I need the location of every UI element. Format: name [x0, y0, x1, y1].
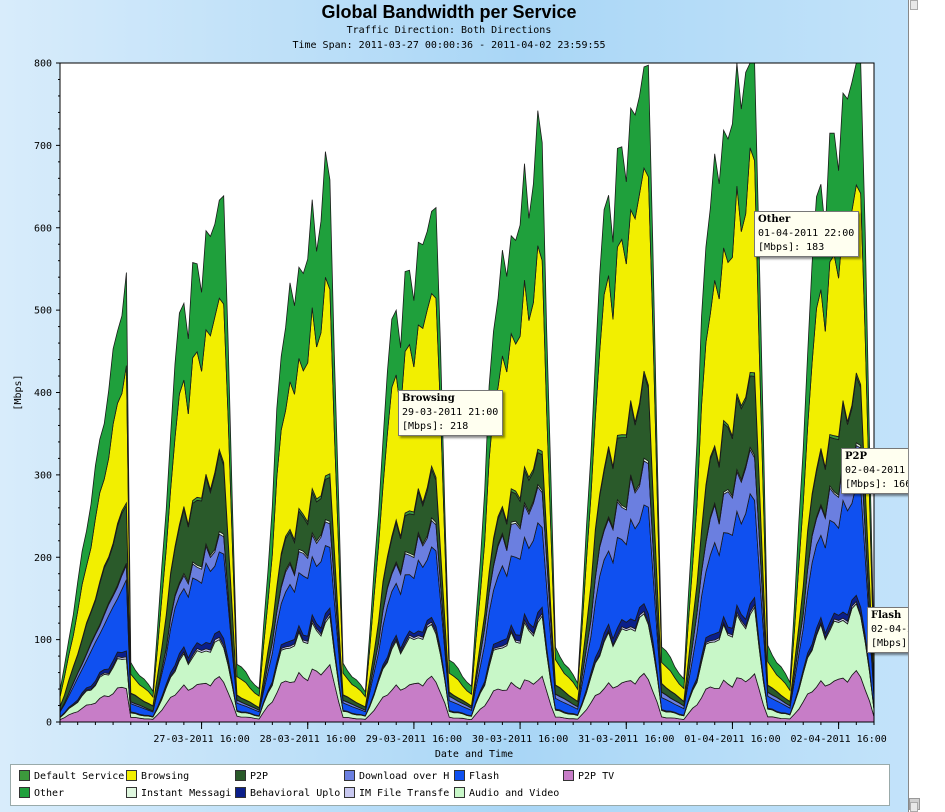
- legend-label: P2P: [250, 771, 269, 782]
- tooltip-series: Flash: [871, 610, 902, 621]
- y-tick-label: 700: [34, 141, 52, 152]
- legend-item[interactable]: Browsing: [126, 769, 190, 784]
- legend-label: Other: [34, 788, 65, 799]
- legend-swatch: [126, 769, 137, 781]
- legend-label: Download over H: [359, 771, 450, 782]
- side-panel: [908, 0, 945, 812]
- legend-item[interactable]: Download over H: [344, 769, 450, 784]
- legend-item[interactable]: P2P TV: [563, 769, 615, 784]
- legend-label: Behavioral Uplo: [250, 788, 341, 799]
- tooltip-other: Other 01-04-2011 22:00 [Mbps]: 183: [754, 211, 860, 257]
- y-tick-label: 300: [34, 470, 52, 481]
- tooltip-series: Other: [758, 214, 791, 225]
- tooltip-value: [Mbps]: 166: [845, 479, 912, 490]
- legend-swatch: [19, 769, 30, 781]
- chart-subtitle-direction: Traffic Direction: Both Directions: [346, 25, 552, 36]
- chart-subtitle-timespan: Time Span: 2011-03-27 00:00:36 - 2011-04…: [292, 40, 606, 51]
- legend-label: Instant Messagi: [141, 788, 232, 799]
- x-tick-label: 02-04-2011 16:00: [790, 734, 886, 745]
- x-tick-label: 29-03-2011 16:00: [366, 734, 462, 745]
- legend-label: P2P TV: [578, 771, 615, 782]
- chart-title: Global Bandwidth per Service: [321, 2, 577, 22]
- legend-item[interactable]: Instant Messagi: [126, 786, 232, 801]
- tooltip-value: [Mbps]: 170: [871, 638, 938, 649]
- x-axis-label: Date and Time: [435, 749, 513, 760]
- tooltip-value: [Mbps]: 183: [758, 242, 825, 253]
- x-tick-label: 30-03-2011 16:00: [472, 734, 568, 745]
- x-tick-label: 28-03-2011 16:00: [260, 734, 356, 745]
- y-tick-label: 400: [34, 388, 52, 399]
- tooltip-datetime: 01-04-2011 22:00: [758, 228, 855, 239]
- tooltip-browsing: Browsing 29-03-2011 21:00 [Mbps]: 218: [398, 390, 504, 436]
- tooltip-datetime: 02-04-2011 16:00: [845, 465, 942, 476]
- legend-item[interactable]: Behavioral Uplo: [235, 786, 341, 801]
- y-tick-label: 0: [46, 718, 52, 729]
- legend-swatch: [126, 786, 137, 798]
- legend-label: IM File Transfe: [359, 788, 450, 799]
- y-tick-label: 200: [34, 553, 52, 564]
- tooltip-series: Browsing: [402, 393, 455, 404]
- legend-label: Default Service: [34, 771, 125, 782]
- legend-swatch: [344, 769, 355, 781]
- legend-item[interactable]: IM File Transfe: [344, 786, 450, 801]
- legend-swatch: [563, 769, 574, 781]
- legend-item[interactable]: Audio and Video: [454, 786, 560, 801]
- legend-swatch: [19, 786, 30, 798]
- y-tick-label: 600: [34, 223, 52, 234]
- legend-item[interactable]: Other: [19, 786, 65, 801]
- tooltip-series: P2P: [845, 451, 867, 462]
- legend-label: Flash: [469, 771, 500, 782]
- legend: Default Service Browsing P2P Download over …: [10, 764, 890, 806]
- x-tick-label: 27-03-2011 16:00: [153, 734, 249, 745]
- y-axis-label: [Mbps]: [13, 374, 24, 410]
- y-tick-label: 100: [34, 635, 52, 646]
- legend-label: Browsing: [141, 771, 190, 782]
- x-axis: 27-03-2011 16:00 28-03-2011 16:00 29-03-20…: [59, 722, 887, 745]
- legend-swatch: [235, 769, 246, 781]
- y-tick-label: 800: [34, 59, 52, 70]
- x-tick-label: 01-04-2011 16:00: [684, 734, 780, 745]
- tooltip-value: [Mbps]: 218: [402, 421, 469, 432]
- legend-item[interactable]: Default Service: [19, 769, 125, 784]
- chart-window: Global Bandwidth per Service Traffic Dir…: [10, 2, 945, 806]
- y-axis: 0 100 200 300 400 500 600 700 800: [34, 59, 60, 729]
- legend-item[interactable]: P2P: [235, 769, 269, 784]
- x-tick-label: 31-03-2011 16:00: [578, 734, 674, 745]
- legend-label: Audio and Video: [469, 788, 560, 799]
- scroll-up-arrow[interactable]: [910, 0, 918, 10]
- legend-swatch: [454, 786, 465, 798]
- scroll-down-arrow[interactable]: [910, 802, 918, 812]
- legend-swatch: [235, 786, 246, 798]
- legend-swatch: [344, 786, 355, 798]
- y-tick-label: 500: [34, 306, 52, 317]
- legend-item[interactable]: Flash: [454, 769, 500, 784]
- legend-swatch: [454, 769, 465, 781]
- tooltip-datetime: 29-03-2011 21:00: [402, 407, 499, 418]
